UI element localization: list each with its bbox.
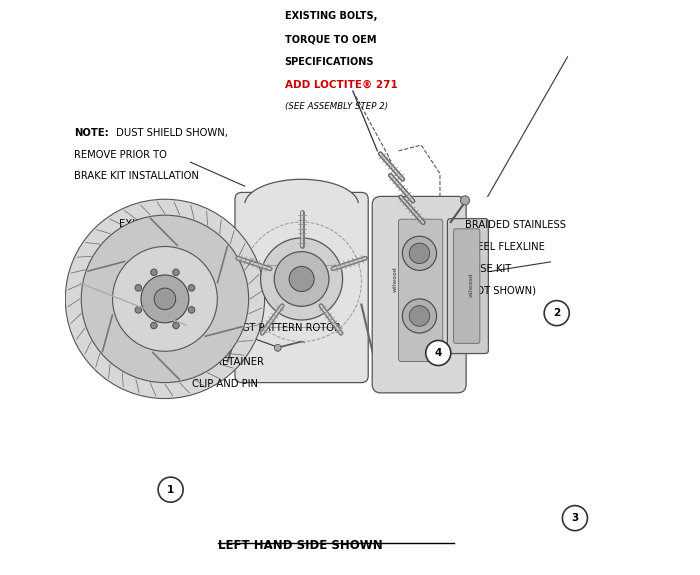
Text: BRAKE KIT INSTALLATION: BRAKE KIT INSTALLATION [74,171,199,181]
Circle shape [544,301,569,325]
Circle shape [289,266,314,292]
Text: EXISTING HUB: EXISTING HUB [120,219,190,229]
Circle shape [410,306,430,326]
Circle shape [65,199,265,398]
Text: HOSE KIT: HOSE KIT [465,263,511,274]
Circle shape [402,299,437,333]
Text: DUST SHIELD SHOWN,: DUST SHIELD SHOWN, [113,128,228,138]
FancyBboxPatch shape [447,218,489,354]
Circle shape [562,505,587,531]
Text: BRAIDED STAINLESS: BRAIDED STAINLESS [465,220,566,231]
Text: ADD LOCTITE® 271: ADD LOCTITE® 271 [284,80,398,90]
Text: GT PATTERN ROTOR: GT PATTERN ROTOR [241,323,341,333]
Text: ASSEMBLY: ASSEMBLY [120,262,171,273]
Circle shape [188,285,195,291]
Circle shape [113,247,217,351]
FancyBboxPatch shape [372,197,466,393]
Circle shape [426,340,451,366]
Circle shape [402,236,437,270]
Circle shape [274,252,329,306]
Text: (NOT SHOWN): (NOT SHOWN) [465,285,536,295]
Text: REMOVE PRIOR TO: REMOVE PRIOR TO [74,150,167,160]
Text: CLIP AND PIN: CLIP AND PIN [192,378,258,389]
Text: 3: 3 [571,513,579,523]
Text: wilwood: wilwood [469,273,474,297]
Text: LEFT HAND SIDE SHOWN: LEFT HAND SIDE SHOWN [218,539,383,552]
FancyBboxPatch shape [398,219,443,362]
Circle shape [158,477,183,502]
Text: STEEL FLEXLINE: STEEL FLEXLINE [465,242,545,252]
Text: 2: 2 [553,308,560,318]
Circle shape [135,285,141,291]
Text: NOTE:: NOTE: [74,128,108,138]
Text: wilwood: wilwood [393,266,398,292]
Circle shape [274,344,281,351]
Circle shape [188,306,195,313]
Circle shape [135,306,141,313]
Text: & UPRIGHT: & UPRIGHT [120,241,175,251]
FancyBboxPatch shape [235,193,368,382]
Circle shape [410,243,430,263]
Circle shape [81,215,248,382]
Text: TORQUE TO OEM: TORQUE TO OEM [284,34,376,44]
Circle shape [150,322,158,329]
Text: 1: 1 [167,485,174,494]
Text: 4: 4 [435,348,442,358]
Text: EXISTING BOLTS,: EXISTING BOLTS, [284,12,377,21]
Circle shape [173,269,179,275]
Circle shape [461,196,470,205]
FancyBboxPatch shape [454,229,480,343]
Text: (SEE ASSEMBLY STEP 2): (SEE ASSEMBLY STEP 2) [284,102,388,112]
Circle shape [154,288,176,310]
Circle shape [150,269,158,275]
Circle shape [141,275,189,323]
Circle shape [260,238,342,320]
Text: SPECIFICATIONS: SPECIFICATIONS [284,57,374,67]
Circle shape [173,322,179,329]
Text: PAD RETAINER: PAD RETAINER [192,357,264,367]
